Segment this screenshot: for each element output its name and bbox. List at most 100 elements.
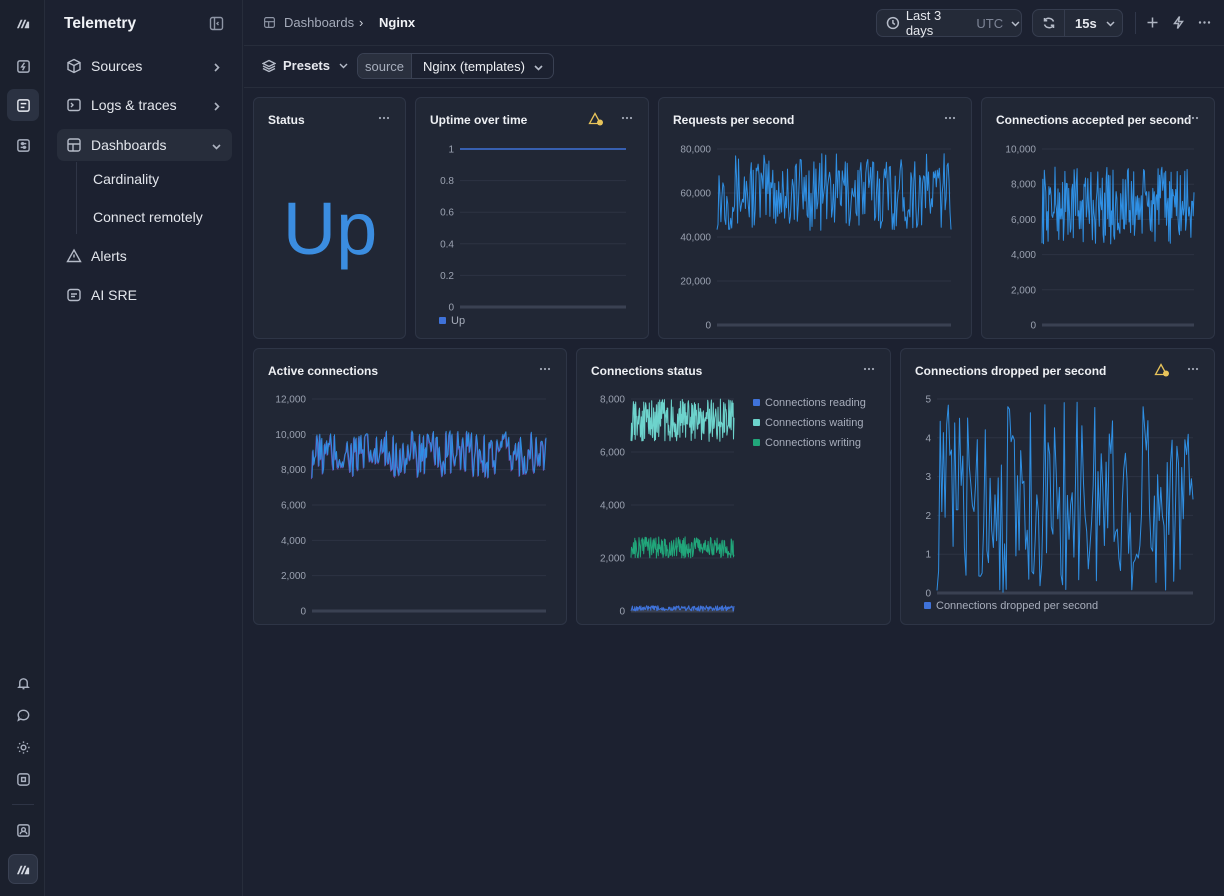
y-tick-label: 10,000 [1005, 145, 1036, 156]
panel-status: Status Up [253, 97, 406, 339]
bolt-icon[interactable] [1171, 15, 1186, 30]
refresh-interval-label: 15s [1075, 15, 1097, 31]
series-line [630, 605, 735, 612]
panel-title: Requests per second [673, 113, 795, 127]
account-icon[interactable] [7, 814, 39, 846]
legend-swatch [753, 419, 760, 426]
panel-menu-icon[interactable] [1186, 363, 1200, 375]
clock-icon [886, 16, 900, 30]
topbar-divider [1135, 12, 1136, 34]
legend-item: Connections writing [753, 435, 866, 450]
accepted-chart: 10,000 8,000 6,000 4,000 2,000 0 [1005, 145, 1195, 332]
chevron-down-icon [1106, 20, 1115, 27]
breadcrumb-dashboards[interactable]: Dashboards [284, 15, 355, 30]
sidebar-subitem-connect-remotely[interactable]: Connect remotely [93, 209, 203, 225]
warning-icon[interactable] [1154, 363, 1170, 377]
sidebar-item-label: AI SRE [91, 287, 137, 303]
more-icon[interactable] [1197, 15, 1212, 30]
time-range-picker[interactable]: Last 3 days UTC [876, 8, 1022, 38]
y-tick-label: 20,000 [680, 277, 711, 288]
sun-icon[interactable] [7, 731, 39, 763]
warning-icon[interactable] [588, 112, 604, 126]
panel-menu-icon[interactable] [377, 112, 391, 124]
sidebar-item-ai-sre[interactable]: AI SRE [57, 279, 232, 311]
y-tick-label: 8,000 [281, 465, 306, 476]
legend-label: Connections waiting [765, 416, 864, 429]
bell-icon[interactable] [7, 667, 39, 699]
sidebar-item-label: Sources [91, 58, 143, 74]
refresh-interval-select[interactable]: 15s [1065, 16, 1116, 31]
y-tick-label: 8,000 [1011, 180, 1036, 191]
y-tick-label: 2 [925, 511, 931, 522]
refresh-control: 15s [1032, 9, 1123, 37]
series-line [1041, 166, 1195, 245]
panel-menu-icon[interactable] [1186, 112, 1200, 124]
sidebar-item-alerts[interactable]: Alerts [57, 240, 232, 272]
telemetry-app-icon[interactable] [7, 89, 39, 121]
series-line [311, 430, 547, 478]
sidebar-subitem-cardinality[interactable]: Cardinality [93, 171, 160, 187]
bolt-app-icon[interactable] [7, 50, 39, 82]
collapse-sidebar-icon[interactable] [209, 16, 224, 31]
panel-menu-icon[interactable] [620, 112, 634, 124]
y-tick-label: 0 [1030, 321, 1036, 332]
legend-item: Up [439, 313, 465, 328]
legend-item: Connections dropped per second [924, 598, 1098, 613]
chart-legend: Connections reading Connections waiting … [753, 395, 866, 450]
add-icon[interactable] [1145, 15, 1160, 30]
settings-app-icon[interactable] [7, 129, 39, 161]
y-tick-label: 0.4 [440, 239, 454, 250]
y-tick-label: 0.6 [440, 208, 454, 219]
presets-button[interactable]: Presets [262, 58, 349, 73]
y-tick-label: 6,000 [1011, 215, 1036, 226]
panel-title: Connections status [591, 364, 703, 378]
legend-item: Connections waiting [753, 415, 866, 430]
legend-swatch [924, 602, 931, 609]
warning-icon [66, 248, 82, 264]
sidebar-item-dashboards[interactable]: Dashboards [57, 129, 232, 161]
legend-swatch [753, 439, 760, 446]
panel-menu-icon[interactable] [943, 112, 957, 124]
chat-bubble-icon[interactable] [7, 699, 39, 731]
panel-requests-per-second: Requests per second 80,000 60,000 40,000 20… [658, 97, 972, 339]
top-bar: Dashboards › Nginx Last 3 days UTC 15s [244, 0, 1224, 46]
layers-icon [262, 59, 276, 72]
legend-label: Up [451, 314, 466, 327]
chevron-down-icon [1011, 20, 1020, 27]
workspace-logo-icon[interactable] [8, 854, 38, 884]
panel-menu-icon[interactable] [538, 363, 552, 375]
sidebar-item-sources[interactable]: Sources [57, 50, 232, 82]
chat-icon [66, 287, 82, 303]
chart-legend: Up [439, 313, 465, 328]
y-tick-label: 4 [925, 433, 931, 444]
sidebar-item-logs-traces[interactable]: Logs & traces [57, 89, 232, 121]
y-tick-label: 0.2 [440, 271, 454, 282]
sidebar-item-label: Dashboards [91, 137, 167, 153]
panel-menu-icon[interactable] [862, 363, 876, 375]
app-title: Telemetry [64, 15, 137, 32]
cube-icon [66, 58, 82, 74]
source-filter[interactable]: source Nginx (templates) [357, 53, 554, 79]
y-tick-label: 1 [448, 145, 454, 156]
source-filter-key: source [358, 54, 413, 78]
panel-connections-dropped: Connections dropped per second 5 4 3 2 1 0 Co… [900, 348, 1215, 625]
chevron-right-icon [211, 60, 222, 72]
y-tick-label: 1 [925, 550, 931, 561]
refresh-button[interactable] [1033, 10, 1065, 36]
command-icon[interactable] [7, 763, 39, 795]
y-tick-label: 2,000 [281, 571, 306, 582]
uptime-chart: 1 0.8 0.6 0.4 0.2 0 [440, 145, 626, 314]
breadcrumb-current: Nginx [379, 15, 416, 30]
chevron-down-icon [534, 65, 543, 71]
y-tick-label: 0 [619, 607, 625, 618]
y-tick-label: 60,000 [680, 189, 711, 200]
dropped-chart: 5 4 3 2 1 0 [925, 395, 1194, 600]
connections-status-chart: 8,000 6,000 4,000 2,000 0 [600, 395, 735, 618]
y-tick-label: 5 [925, 395, 931, 406]
logo-icon[interactable] [7, 7, 39, 39]
sidebar: Telemetry Sources Logs & traces Dashboar… [45, 0, 243, 896]
presets-label: Presets [283, 58, 330, 73]
active-connections-chart: 12,000 10,000 8,000 6,000 4,000 2,000 0 [275, 395, 547, 618]
timezone-label: UTC [976, 15, 1004, 31]
status-value: Up [282, 187, 378, 270]
